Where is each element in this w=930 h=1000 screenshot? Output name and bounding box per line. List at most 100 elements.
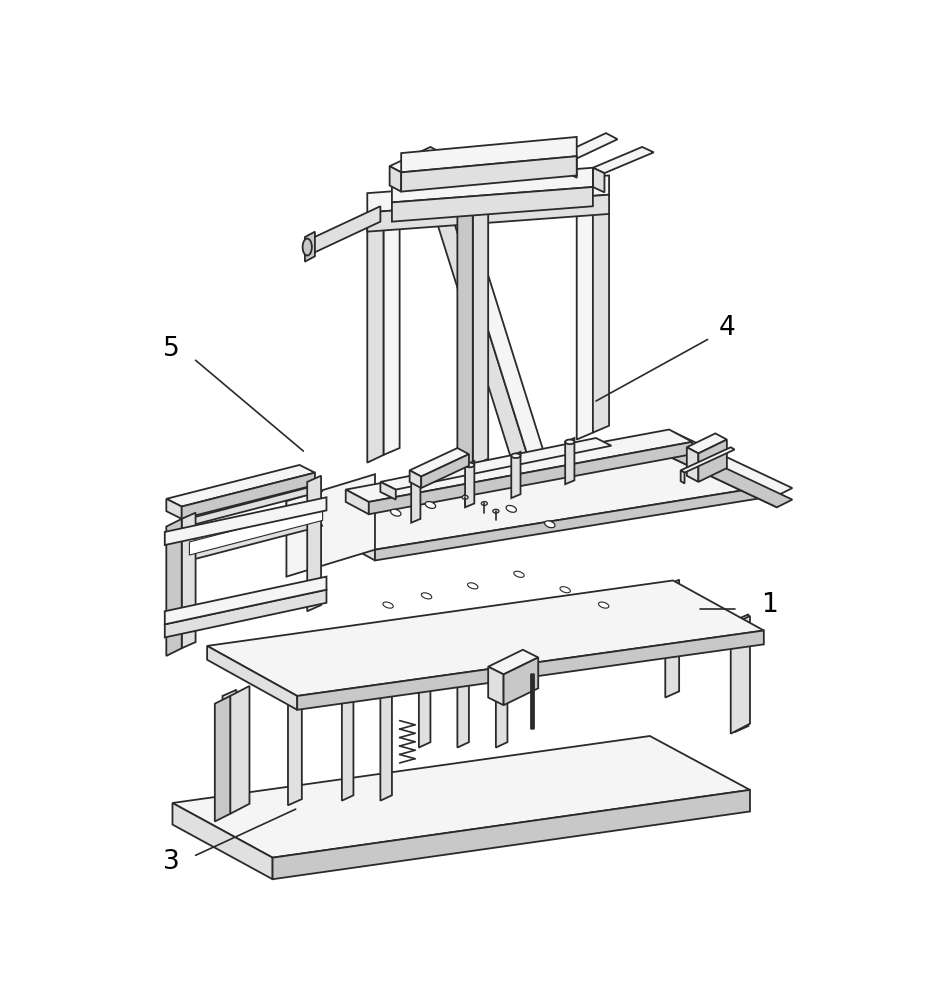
Ellipse shape (481, 502, 487, 505)
Ellipse shape (599, 602, 609, 608)
Polygon shape (698, 440, 727, 482)
Polygon shape (166, 499, 181, 519)
Ellipse shape (493, 509, 499, 513)
Polygon shape (380, 482, 396, 500)
Ellipse shape (462, 495, 468, 499)
Polygon shape (369, 442, 692, 514)
Polygon shape (286, 474, 375, 577)
Ellipse shape (464, 494, 474, 501)
Polygon shape (390, 147, 442, 172)
Ellipse shape (465, 463, 474, 467)
Polygon shape (207, 646, 298, 710)
Polygon shape (166, 465, 315, 507)
Polygon shape (409, 470, 421, 488)
Text: 1: 1 (761, 592, 777, 618)
Ellipse shape (425, 502, 435, 508)
Polygon shape (458, 201, 472, 473)
Polygon shape (401, 137, 577, 172)
Polygon shape (222, 690, 236, 808)
Polygon shape (165, 577, 326, 624)
Polygon shape (166, 519, 181, 656)
Polygon shape (181, 555, 190, 577)
Polygon shape (367, 175, 609, 212)
Text: 4: 4 (719, 315, 736, 341)
Polygon shape (342, 684, 353, 801)
Polygon shape (593, 168, 604, 192)
Polygon shape (512, 452, 521, 498)
Polygon shape (465, 461, 474, 507)
Polygon shape (488, 667, 503, 705)
Polygon shape (454, 214, 553, 490)
Ellipse shape (565, 440, 575, 444)
Polygon shape (190, 507, 323, 555)
Ellipse shape (411, 478, 420, 483)
Polygon shape (390, 166, 401, 192)
Ellipse shape (468, 583, 478, 589)
Polygon shape (577, 186, 593, 440)
Polygon shape (181, 520, 190, 542)
Polygon shape (409, 448, 469, 477)
Polygon shape (458, 631, 469, 748)
Ellipse shape (302, 239, 312, 256)
Polygon shape (272, 790, 750, 879)
Polygon shape (565, 133, 618, 158)
Ellipse shape (513, 571, 525, 577)
Polygon shape (472, 194, 488, 466)
Polygon shape (496, 631, 508, 748)
Polygon shape (731, 616, 750, 734)
Polygon shape (307, 476, 321, 611)
Polygon shape (565, 438, 575, 484)
Polygon shape (392, 187, 593, 222)
Ellipse shape (560, 587, 570, 593)
Ellipse shape (421, 593, 432, 599)
Text: 3: 3 (163, 849, 179, 875)
Polygon shape (172, 803, 272, 879)
Polygon shape (346, 490, 369, 514)
Polygon shape (181, 513, 195, 648)
Ellipse shape (512, 453, 521, 458)
Polygon shape (438, 220, 538, 496)
Ellipse shape (391, 509, 401, 516)
Polygon shape (207, 580, 764, 696)
Polygon shape (181, 473, 315, 519)
Polygon shape (288, 687, 302, 805)
Polygon shape (735, 614, 749, 732)
Polygon shape (681, 470, 684, 483)
Polygon shape (411, 477, 420, 523)
Polygon shape (658, 432, 792, 496)
Polygon shape (286, 501, 375, 560)
Polygon shape (380, 684, 392, 801)
Polygon shape (687, 447, 698, 482)
Polygon shape (488, 650, 538, 674)
Polygon shape (172, 736, 750, 858)
Polygon shape (687, 433, 727, 453)
Polygon shape (165, 590, 326, 637)
Polygon shape (593, 179, 609, 433)
Ellipse shape (545, 521, 555, 528)
Polygon shape (231, 686, 249, 814)
Text: 5: 5 (163, 336, 179, 362)
Polygon shape (380, 438, 611, 490)
Polygon shape (665, 580, 679, 698)
Polygon shape (565, 152, 577, 178)
Polygon shape (181, 520, 323, 560)
Polygon shape (681, 447, 735, 473)
Polygon shape (658, 440, 777, 507)
Polygon shape (658, 443, 792, 507)
Polygon shape (401, 156, 577, 192)
Polygon shape (215, 696, 231, 821)
Polygon shape (383, 202, 400, 455)
Polygon shape (593, 147, 654, 173)
Polygon shape (181, 486, 323, 526)
Polygon shape (418, 631, 431, 748)
Polygon shape (503, 657, 538, 705)
Polygon shape (375, 487, 762, 560)
Polygon shape (298, 631, 764, 710)
Polygon shape (367, 209, 383, 463)
Ellipse shape (506, 505, 516, 512)
Polygon shape (421, 454, 469, 488)
Polygon shape (305, 232, 315, 262)
Ellipse shape (383, 602, 393, 608)
Polygon shape (165, 497, 326, 545)
Polygon shape (286, 440, 762, 550)
